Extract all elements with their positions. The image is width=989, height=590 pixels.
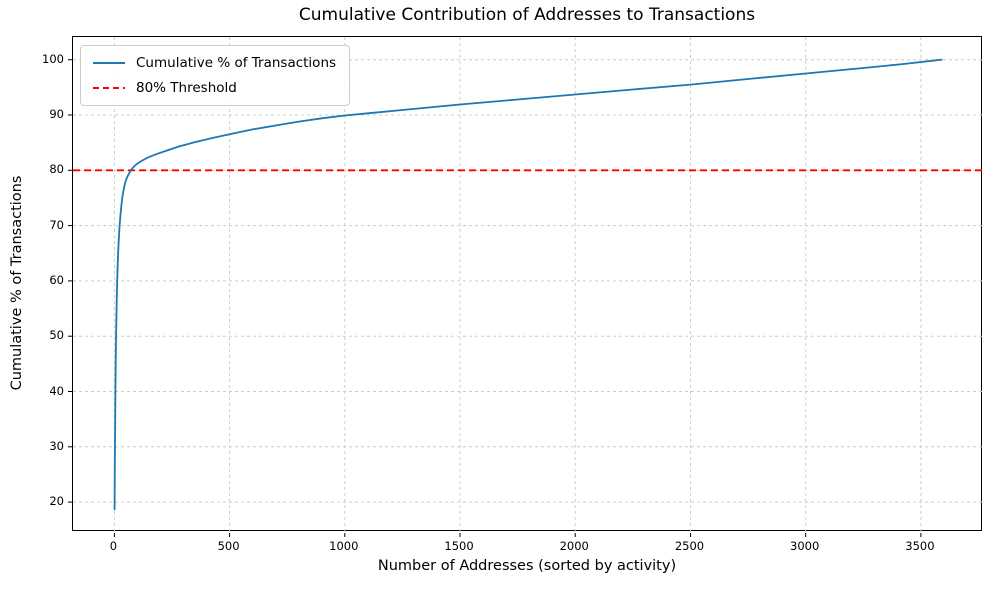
x-tick-label: 1500 xyxy=(444,539,474,553)
x-tick-label: 3500 xyxy=(905,539,935,553)
y-tick-label: 90 xyxy=(49,106,64,121)
legend-item-cumulative: Cumulative % of Transactions xyxy=(92,55,336,71)
chart-title: Cumulative Contribution of Addresses to … xyxy=(298,5,756,25)
x-axis-label: Number of Addresses (sorted by activity) xyxy=(377,558,677,574)
y-tick-label: 40 xyxy=(49,383,64,398)
plot-area xyxy=(68,36,983,537)
legend-line-dashed-icon xyxy=(93,87,125,89)
legend: Cumulative % of Transactions 80% Thresho… xyxy=(80,45,351,106)
x-tick-label: 2000 xyxy=(559,539,589,553)
legend-label-cumulative: Cumulative % of Transactions xyxy=(136,55,337,71)
y-tick-label: 50 xyxy=(49,328,64,343)
y-tick-label: 70 xyxy=(49,217,64,232)
legend-item-threshold: 80% Threshold xyxy=(92,80,336,96)
y-tick-label: 100 xyxy=(42,51,64,66)
y-tick-label: 20 xyxy=(49,494,64,509)
y-tick-label: 60 xyxy=(49,272,64,287)
x-tick-label: 500 xyxy=(217,539,240,553)
legend-line-solid-icon xyxy=(93,62,125,64)
y-tick-label: 30 xyxy=(49,438,64,453)
y-axis-label: Cumulative % of Transactions xyxy=(9,175,25,391)
y-tick-label: 80 xyxy=(49,162,64,177)
cumulative-curve xyxy=(113,58,943,511)
x-tick-label: 0 xyxy=(109,539,118,553)
x-tick-label: 1000 xyxy=(329,539,359,553)
x-tick-label: 3000 xyxy=(790,539,820,553)
legend-label-threshold: 80% Threshold xyxy=(136,80,237,96)
x-tick-label: 2500 xyxy=(674,539,705,553)
